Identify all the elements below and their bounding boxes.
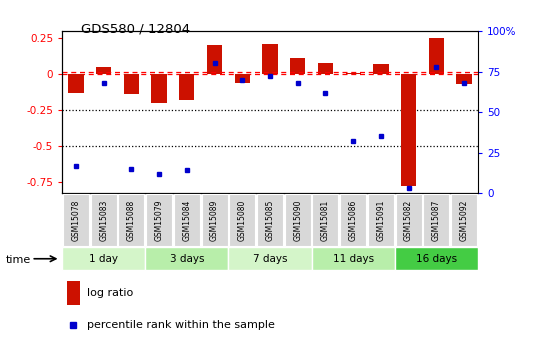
Text: GDS580 / 12804: GDS580 / 12804: [81, 22, 190, 36]
FancyBboxPatch shape: [91, 194, 117, 246]
Text: GSM15087: GSM15087: [432, 199, 441, 240]
Bar: [67, 280, 79, 306]
Text: GSM15078: GSM15078: [71, 199, 80, 240]
Text: GSM15081: GSM15081: [321, 199, 330, 240]
Text: GSM15079: GSM15079: [154, 199, 164, 241]
FancyBboxPatch shape: [368, 194, 394, 246]
Bar: [373, 64, 388, 74]
Text: 7 days: 7 days: [253, 254, 287, 264]
FancyBboxPatch shape: [201, 194, 227, 246]
FancyBboxPatch shape: [312, 247, 395, 270]
Bar: [207, 46, 222, 74]
Text: GSM15092: GSM15092: [460, 199, 469, 240]
Text: log ratio: log ratio: [87, 288, 133, 298]
Text: 16 days: 16 days: [416, 254, 457, 264]
Bar: [69, 74, 84, 93]
FancyBboxPatch shape: [174, 194, 200, 246]
Bar: [429, 38, 444, 74]
FancyBboxPatch shape: [257, 194, 283, 246]
Text: GSM15084: GSM15084: [183, 199, 191, 240]
Text: GSM15086: GSM15086: [349, 199, 357, 240]
Text: time: time: [5, 256, 31, 265]
Bar: [401, 74, 416, 186]
Bar: [290, 58, 305, 74]
Text: GSM15089: GSM15089: [210, 199, 219, 240]
Text: 3 days: 3 days: [170, 254, 204, 264]
Text: GSM15088: GSM15088: [127, 199, 136, 240]
FancyBboxPatch shape: [146, 194, 172, 246]
Text: GSM15085: GSM15085: [266, 199, 274, 240]
FancyBboxPatch shape: [63, 194, 89, 246]
Bar: [96, 67, 111, 74]
Bar: [346, 73, 361, 74]
Text: GSM15082: GSM15082: [404, 199, 413, 240]
FancyBboxPatch shape: [118, 194, 144, 246]
FancyBboxPatch shape: [396, 194, 422, 246]
FancyBboxPatch shape: [62, 247, 145, 270]
Text: GSM15080: GSM15080: [238, 199, 247, 240]
Bar: [456, 74, 471, 84]
FancyBboxPatch shape: [423, 194, 449, 246]
Text: 11 days: 11 days: [333, 254, 374, 264]
FancyBboxPatch shape: [451, 194, 477, 246]
FancyBboxPatch shape: [313, 194, 339, 246]
FancyBboxPatch shape: [230, 194, 255, 246]
Bar: [179, 74, 194, 100]
Text: GSM15091: GSM15091: [376, 199, 386, 240]
Text: 1 day: 1 day: [89, 254, 118, 264]
FancyBboxPatch shape: [285, 194, 310, 246]
FancyBboxPatch shape: [340, 194, 366, 246]
Bar: [152, 74, 167, 103]
Text: GSM15090: GSM15090: [293, 199, 302, 241]
FancyBboxPatch shape: [228, 247, 312, 270]
FancyBboxPatch shape: [395, 247, 478, 270]
Bar: [262, 44, 278, 74]
Text: percentile rank within the sample: percentile rank within the sample: [87, 320, 275, 330]
Bar: [235, 74, 250, 83]
Bar: [318, 63, 333, 74]
Text: GSM15083: GSM15083: [99, 199, 108, 240]
Bar: [124, 74, 139, 94]
FancyBboxPatch shape: [145, 247, 228, 270]
